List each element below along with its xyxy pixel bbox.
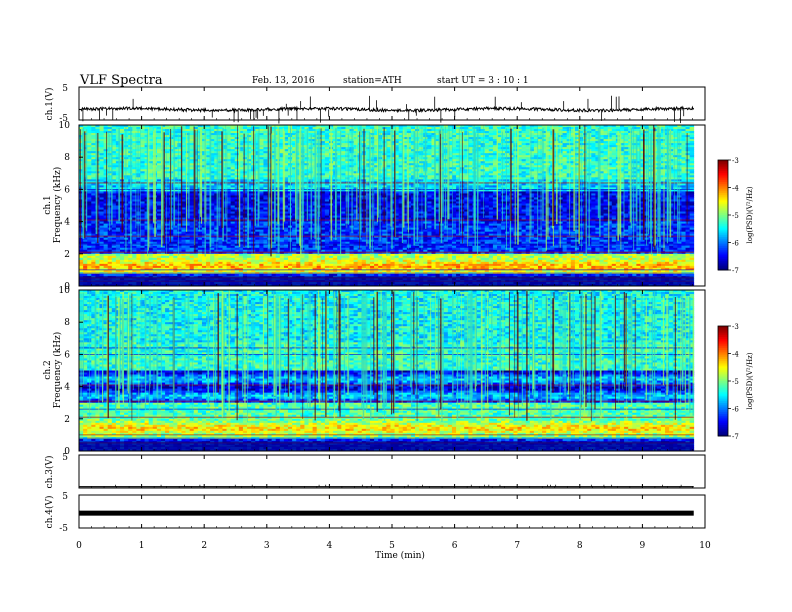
date-label: Feb. 13, 2016 bbox=[252, 76, 315, 86]
ch1-voltage-ylabel: ch.1(V) bbox=[44, 88, 55, 121]
ch1-voltage-panel: 5 -5 ch.1(V) bbox=[44, 84, 705, 124]
ch1-voltage-frame bbox=[79, 87, 705, 120]
ch1-ytick-top: 5 bbox=[62, 84, 68, 94]
station-label: station=ATH bbox=[343, 76, 402, 86]
ch1-voltage-trace bbox=[79, 96, 694, 124]
ch1-spectrogram-image bbox=[79, 125, 694, 286]
start-time-label: start UT = 3 : 10 : 1 bbox=[437, 76, 529, 86]
vlf-figure: VLF Spectra Feb. 13, 2016 station=ATH st… bbox=[0, 0, 792, 612]
figure-title: VLF Spectra bbox=[79, 73, 163, 88]
